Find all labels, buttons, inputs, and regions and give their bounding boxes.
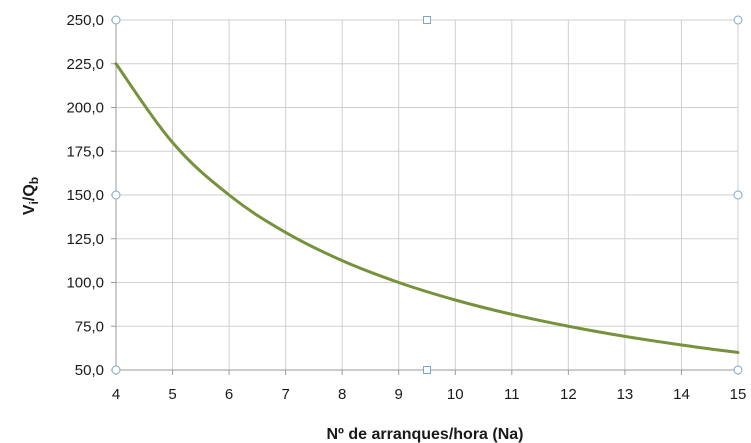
y-tick-label: 125,0 — [66, 231, 104, 248]
series-layer — [114, 62, 740, 354]
selection-handles[interactable] — [111, 15, 743, 375]
axes — [111, 19, 739, 375]
resize-handle[interactable] — [733, 15, 743, 25]
x-tick-label: 12 — [560, 386, 577, 403]
y-axis-title-sub2: b — [27, 177, 41, 184]
x-tick-label: 9 — [395, 386, 403, 403]
x-tick-label: 4 — [112, 386, 120, 403]
x-tick-label: 6 — [225, 386, 233, 403]
y-tick-label: 100,0 — [66, 275, 104, 292]
y-axis-title-slash: /Q — [21, 184, 38, 201]
y-axis-title: Vi/Qb — [21, 177, 41, 215]
resize-handle[interactable] — [423, 366, 431, 374]
x-tick-label: 7 — [281, 386, 289, 403]
resize-handle[interactable] — [111, 190, 121, 200]
resize-handle[interactable] — [733, 190, 743, 200]
x-tick-label: 15 — [730, 386, 747, 403]
y-tick-label: 200,0 — [66, 100, 104, 117]
x-tick-label: 14 — [673, 386, 690, 403]
x-tick-label: 8 — [338, 386, 346, 403]
x-tick-label: 11 — [504, 386, 520, 403]
x-tick-label: 5 — [168, 386, 176, 403]
y-tick-label: 225,0 — [66, 56, 104, 73]
tick-labels: 50,0 75,0 100,0 125,0 150,0 175,0 200,0 225,0 25… — [66, 12, 746, 403]
y-tick-label: 250,0 — [66, 12, 104, 29]
resize-handle[interactable] — [733, 365, 743, 375]
resize-handle[interactable] — [423, 16, 431, 24]
y-tick-label: 150,0 — [66, 187, 104, 204]
y-axis-title-sub1: i — [27, 201, 41, 204]
resize-handle[interactable] — [111, 15, 121, 25]
x-axis-title: Nº de arranques/hora (Na) — [327, 426, 524, 443]
y-tick-label: 75,0 — [75, 318, 104, 335]
y-axis-title-main: V — [21, 204, 38, 215]
resize-handle[interactable] — [111, 365, 121, 375]
series-line — [114, 62, 740, 354]
y-tick-label: 175,0 — [66, 143, 104, 160]
x-tick-label: 10 — [447, 386, 464, 403]
y-tick-label: 50,0 — [75, 362, 104, 379]
grid — [116, 19, 739, 370]
x-tick-label: 13 — [617, 386, 634, 403]
